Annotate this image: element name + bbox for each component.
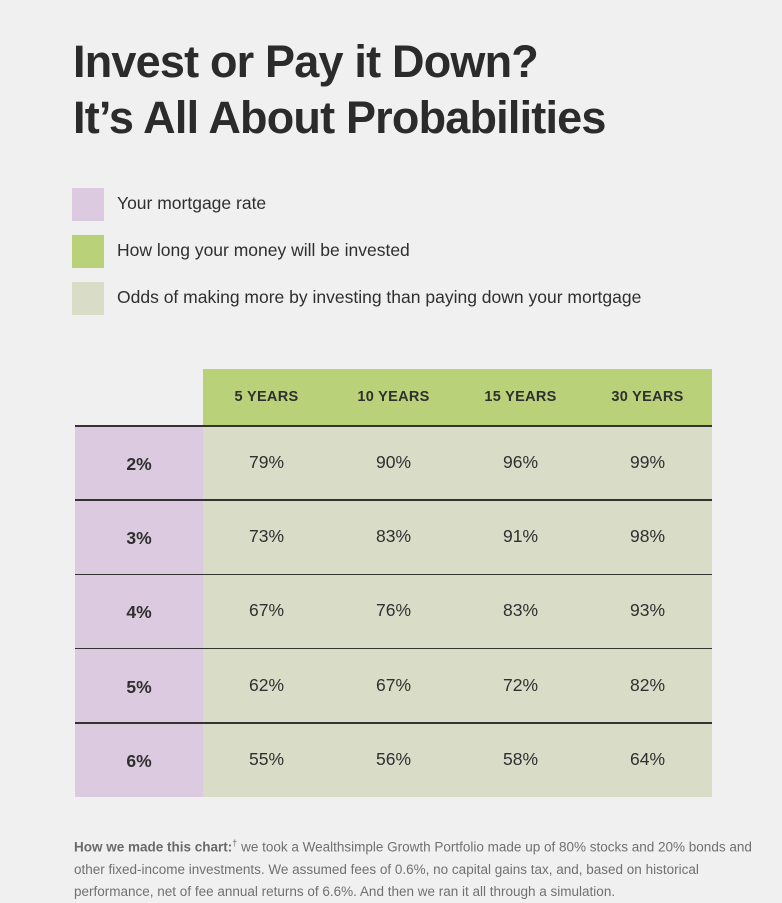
table-cell-odds: 73% <box>248 526 285 547</box>
legend-item-odds: Odds of making more by investing than pa… <box>72 282 732 315</box>
row-header-rate-4: 6% <box>126 750 152 771</box>
table-cell-odds: 98% <box>629 526 666 547</box>
footnote: How we made this chart:† we took a Wealt… <box>74 832 754 903</box>
table-cell-odds: 62% <box>248 674 285 695</box>
row-header-rate-2: 4% <box>126 602 152 623</box>
row-divider <box>75 499 712 501</box>
legend-item-investment-duration: How long your money will be invested <box>72 235 732 268</box>
row-divider <box>75 647 712 650</box>
table-cell-odds: 91% <box>502 526 539 547</box>
legend-swatch-odds <box>72 282 104 315</box>
table-cell-odds: 76% <box>375 600 412 621</box>
column-header-30-years: 30 YEARS <box>611 389 684 405</box>
odds-table: 5 YEARS 10 YEARS 15 YEARS 30 YEARS 2% 79% 90% 9… <box>75 369 712 797</box>
table-cell-odds: 55% <box>248 748 285 769</box>
row-divider <box>75 722 712 724</box>
row-header-rate-3: 5% <box>126 676 152 697</box>
column-header-band <box>203 369 712 426</box>
table-cell-odds: 93% <box>629 600 666 621</box>
table-cell-odds: 67% <box>248 600 285 621</box>
table-cell-odds: 99% <box>629 452 666 472</box>
row-divider <box>75 425 712 427</box>
row-header-rate-0: 2% <box>126 454 152 474</box>
legend-label-odds: Odds of making more by investing than pa… <box>117 287 642 307</box>
column-header-10-years: 10 YEARS <box>357 389 430 405</box>
column-header-15-years: 15 YEARS <box>484 389 557 405</box>
table-cell-odds: 79% <box>248 452 285 472</box>
legend-swatch-investment-duration <box>72 235 104 268</box>
row-header-rate-1: 3% <box>126 528 152 549</box>
column-header-5-years: 5 YEARS <box>234 389 299 405</box>
table-cell-odds: 56% <box>375 748 412 769</box>
footnote-dagger: † <box>232 838 238 848</box>
table-cell-odds: 67% <box>375 674 412 695</box>
legend-label-investment-duration: How long your money will be invested <box>117 240 410 260</box>
footnote-text: we took a Wealthsimple Growth Portfolio … <box>74 839 752 899</box>
table-cell-odds: 96% <box>502 452 539 472</box>
table-cell-odds: 64% <box>629 748 666 769</box>
legend-label-mortgage-rate: Your mortgage rate <box>117 193 267 213</box>
row-divider <box>75 573 712 576</box>
legend-item-mortgage-rate: Your mortgage rate <box>72 188 732 221</box>
table-cell-odds: 83% <box>375 526 412 547</box>
legend-swatch-mortgage-rate <box>72 188 104 221</box>
table-cell-odds: 58% <box>502 748 539 769</box>
table-cell-odds: 82% <box>629 674 666 695</box>
chart-title-line-1: Invest or Pay it Down? <box>73 36 539 87</box>
table-cell-odds: 90% <box>375 452 412 472</box>
table-body-band <box>203 426 712 797</box>
chart-title-line-2: It’s All About Probabilities <box>73 92 606 143</box>
footnote-lead: How we made this chart: <box>74 839 233 855</box>
row-header-band <box>75 426 203 797</box>
table-cell-odds: 72% <box>502 674 539 695</box>
table-cell-odds: 83% <box>502 600 539 621</box>
chart-title: Invest or Pay it Down? It’s All About Pr… <box>73 34 753 146</box>
